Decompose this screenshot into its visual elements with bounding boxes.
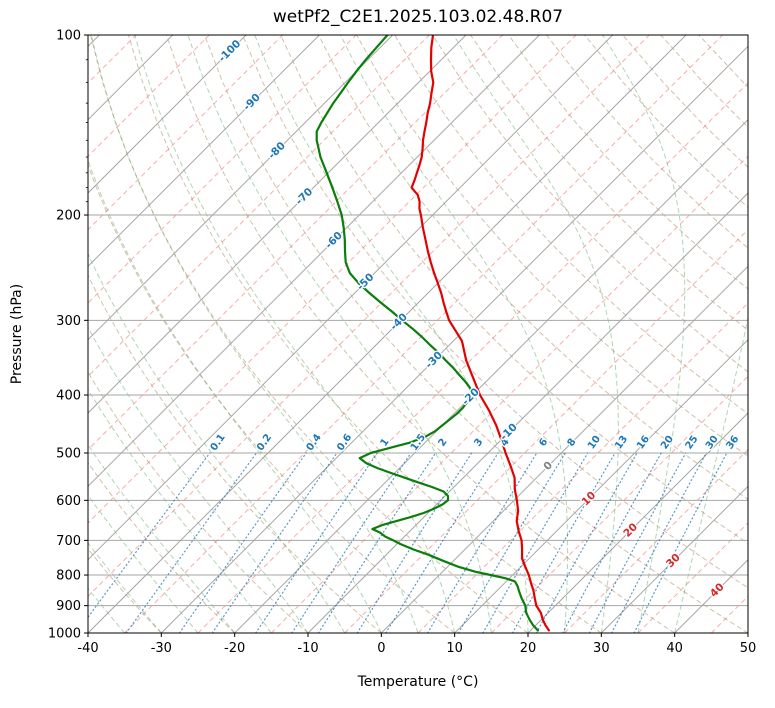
intermediate-isotherm-lines <box>88 35 748 633</box>
y-tick-label: 100 <box>56 29 81 44</box>
plot-frame <box>87 34 749 634</box>
svg-text:2: 2 <box>437 437 450 449</box>
x-tick-label: 0 <box>377 641 385 656</box>
dry-adiabat-lines <box>88 35 748 633</box>
x-axis-label: Temperature (°C) <box>357 674 479 690</box>
svg-text:0.1: 0.1 <box>209 432 228 453</box>
y-tick-label: 700 <box>56 534 81 549</box>
svg-text:25: 25 <box>684 434 701 452</box>
x-tick-label: 50 <box>740 641 757 656</box>
axis-ticks <box>84 34 749 637</box>
pressure-gridlines <box>88 35 748 633</box>
mixing-ratio-labels: 0.1 0.2 0.4 0.6 1 1.5 2 3 4 6 8 10 13 16 20 25 30 36 <box>207 431 742 454</box>
svg-text:3: 3 <box>472 437 485 449</box>
y-tick-label: 300 <box>56 314 81 329</box>
moist-adiabat-lines <box>88 35 748 633</box>
temperature-profile-line <box>410 35 551 632</box>
y-tick-label: 900 <box>56 599 81 614</box>
svg-text:13: 13 <box>613 434 630 452</box>
isotherm-lines <box>88 35 748 633</box>
x-tick-label: 20 <box>520 641 537 656</box>
svg-text:0.4: 0.4 <box>305 432 324 453</box>
y-tick-label: 500 <box>56 446 81 461</box>
mixing-ratio-lines <box>88 452 728 633</box>
y-tick-label: 1000 <box>48 627 81 642</box>
svg-text:16: 16 <box>635 434 652 452</box>
x-tick-label: 10 <box>446 641 463 656</box>
y-tick-label: 400 <box>56 389 81 404</box>
y-tick-label: 200 <box>56 209 81 224</box>
y-tick-label: 800 <box>56 569 81 584</box>
svg-text:0.6: 0.6 <box>335 432 354 453</box>
tick-labels: -40 -30 -20 -10 0 10 20 30 40 5010020030040050060… <box>48 29 756 657</box>
x-tick-label: -40 <box>77 641 98 656</box>
x-tick-label: 40 <box>666 641 683 656</box>
minor-ticks <box>85 59 88 203</box>
svg-text:6: 6 <box>537 437 550 449</box>
dewpoint-profile-line <box>315 35 540 632</box>
svg-text:10: 10 <box>586 434 603 452</box>
svg-text:36: 36 <box>724 434 741 452</box>
x-tick-label: 30 <box>593 641 610 656</box>
x-tick-label: -30 <box>151 641 172 656</box>
x-tick-label: -20 <box>224 641 245 656</box>
y-tick-label: 600 <box>56 494 81 509</box>
chart-title: wetPf2_C2E1.2025.103.02.48.R07 <box>272 7 564 27</box>
svg-text:30: 30 <box>704 434 721 452</box>
x-tick-label: -10 <box>297 641 318 656</box>
